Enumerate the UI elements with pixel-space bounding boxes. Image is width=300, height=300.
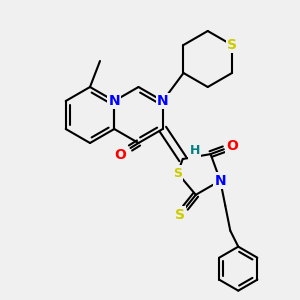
Text: S: S <box>173 167 182 180</box>
Text: N: N <box>108 94 120 108</box>
Text: N: N <box>157 94 169 108</box>
Text: O: O <box>227 139 239 153</box>
Text: H: H <box>190 145 200 158</box>
Text: S: S <box>175 208 185 222</box>
Text: N: N <box>214 174 226 188</box>
Text: S: S <box>227 38 237 52</box>
Text: O: O <box>115 148 126 162</box>
